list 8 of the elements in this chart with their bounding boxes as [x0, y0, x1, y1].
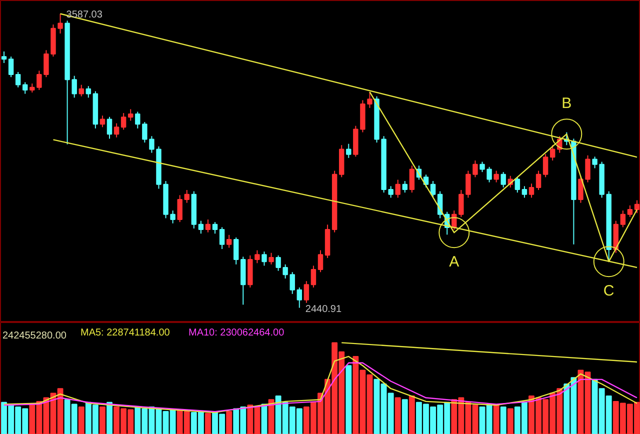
annotation: 3587.03 — [66, 10, 103, 21]
text: 242455280.00 — [2, 330, 67, 342]
text: MA10: 230062464.00 — [188, 328, 285, 338]
annotation: B — [562, 95, 572, 112]
text: MA5: 228741184.00 — [80, 328, 170, 338]
annotation: A — [449, 254, 460, 271]
annotation: C — [603, 282, 614, 300]
annotation: 2440.91 — [305, 304, 342, 315]
